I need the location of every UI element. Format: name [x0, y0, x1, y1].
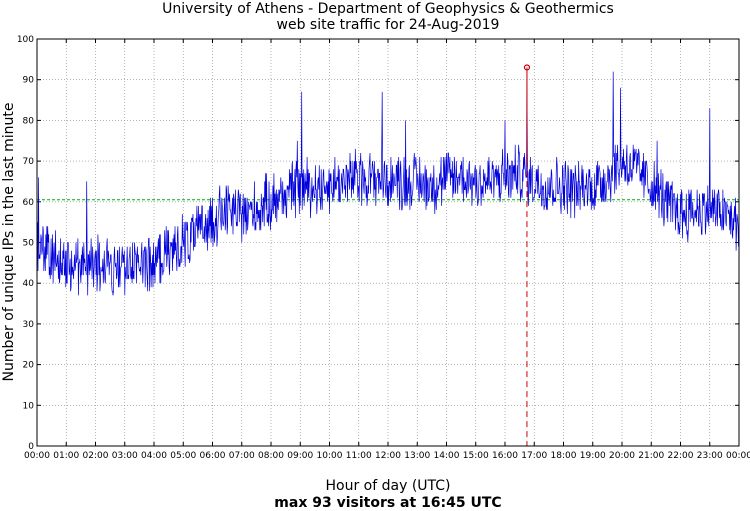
y-tick-label: 70	[23, 157, 35, 167]
x-tick-label: 18:00	[551, 451, 577, 461]
chart-title: University of Athens - Department of Geo…	[162, 1, 614, 17]
chart-subtitle: web site traffic for 24-Aug-2019	[277, 17, 500, 33]
x-tick-label: 14:00	[434, 451, 460, 461]
y-tick-label: 20	[23, 361, 35, 371]
y-tick-label: 40	[23, 279, 35, 289]
x-tick-label: 05:00	[170, 451, 196, 461]
y-tick-label: 0	[28, 442, 34, 452]
x-tick-label: 17:00	[521, 451, 547, 461]
y-tick-label: 30	[23, 320, 35, 330]
y-tick-label: 10	[23, 401, 35, 411]
y-axis-label: Number of unique IPs in the last minute	[1, 103, 17, 382]
y-tick-label: 60	[23, 198, 35, 208]
x-tick-label: 04:00	[141, 451, 167, 461]
x-tick-label: 11:00	[346, 451, 372, 461]
series-line-traffic	[36, 67, 740, 296]
x-tick-label: 09:00	[287, 451, 313, 461]
x-tick-label: 07:00	[229, 451, 255, 461]
x-tick-label: 15:00	[463, 451, 489, 461]
y-tick-label: 100	[17, 35, 34, 45]
x-tick-label: 16:00	[492, 451, 518, 461]
x-tick-label: 22:00	[668, 451, 694, 461]
y-tick-label: 50	[23, 239, 35, 249]
x-axis-label: Hour of day (UTC)	[326, 478, 451, 494]
x-tick-label: 03:00	[112, 451, 138, 461]
max-point	[523, 64, 531, 71]
x-tick-label: 21:00	[638, 451, 664, 461]
x-tick-label: 12:00	[375, 451, 401, 461]
y-tick-label: 90	[23, 76, 35, 86]
grid	[37, 39, 739, 446]
plot-frame	[36, 38, 740, 447]
max-summary: max 93 visitors at 16:45 UTC	[274, 495, 501, 511]
x-tick-label: 00:00	[24, 451, 50, 461]
x-tick-label: 01:00	[53, 451, 79, 461]
x-tick-label: 10:00	[317, 451, 343, 461]
x-tick-label: 06:00	[200, 451, 226, 461]
x-tick-label: 23:00	[697, 451, 723, 461]
x-tick-label: 19:00	[580, 451, 606, 461]
y-tick-label: 80	[23, 116, 35, 126]
x-tick-label: 08:00	[258, 451, 284, 461]
x-tick-label: 02:00	[83, 451, 109, 461]
x-tick-label: 13:00	[404, 451, 430, 461]
x-tick-label: 20:00	[609, 451, 635, 461]
x-tick-label: 00:00	[726, 451, 750, 461]
